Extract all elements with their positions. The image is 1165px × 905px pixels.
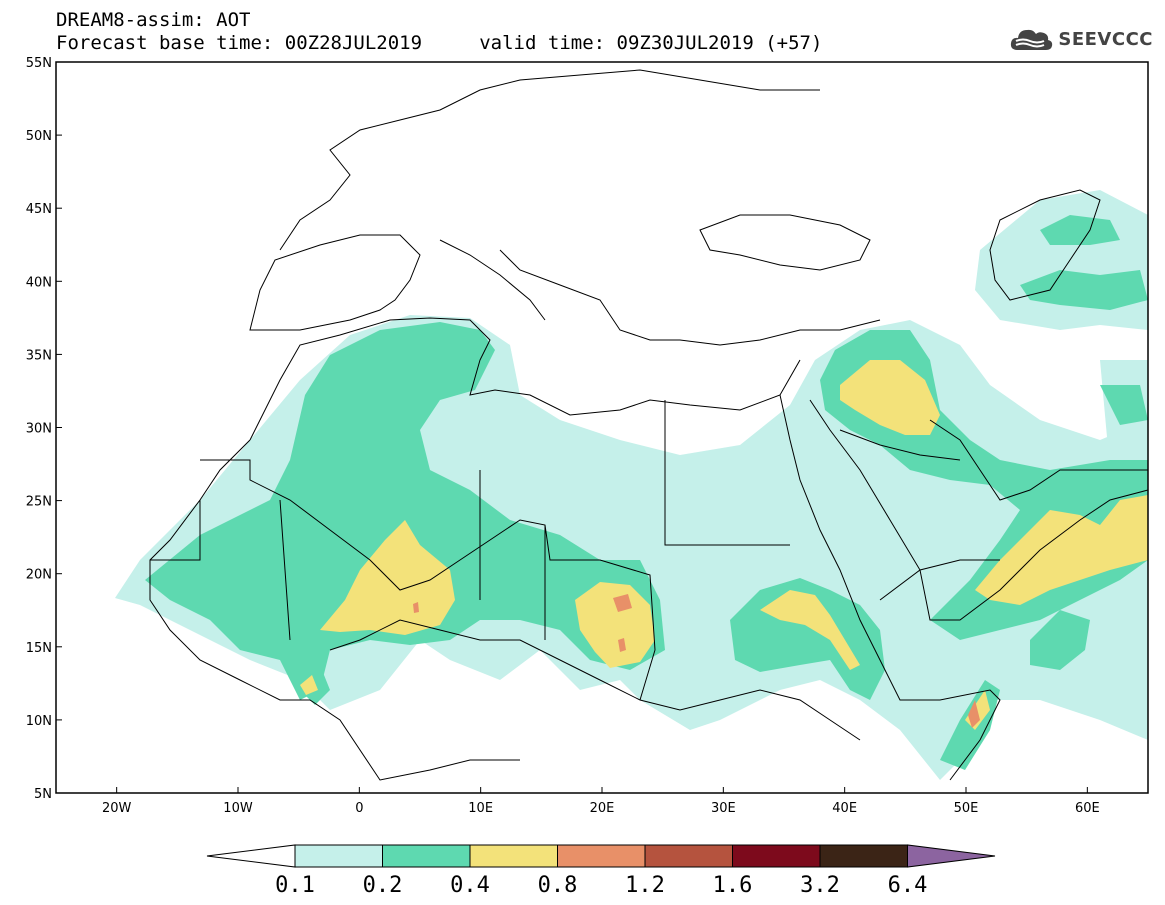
longitude-axis: 20W 10W 0 10E 20E 30E 40E 50E 60E (102, 787, 1100, 816)
cloud-icon (1011, 29, 1053, 50)
colorbar-level-label: 0.8 (538, 873, 578, 898)
lon-tick-label: 20W (102, 801, 132, 816)
colorbar-level-label: 0.2 (363, 873, 403, 898)
lat-tick-label: 30N (26, 422, 52, 437)
map-title: DREAM8-assim: AOT (56, 9, 251, 31)
lon-tick-label: 60E (1075, 801, 1100, 816)
latitude-axis: 5N 10N 15N 20N 25N 30N 35N 40N 45N 50N 55N (26, 56, 62, 802)
colorbar-level-label: 0.1 (275, 873, 315, 898)
lat-tick-label: 20N (26, 568, 52, 583)
colorbar-low-arrow (206, 844, 296, 868)
forecast-time-line: Forecast base time: 00Z28JUL2019 valid t… (56, 32, 823, 54)
lon-tick-label: 10E (468, 801, 493, 816)
colorbar-swatch (644, 844, 733, 868)
lon-tick-label: 10W (223, 801, 253, 816)
logo-text: SEEVCCC (1058, 28, 1153, 50)
lat-tick-label: 15N (26, 641, 52, 656)
seevccc-logo: SEEVCCC (1008, 24, 1153, 54)
lat-tick-label: 55N (26, 56, 52, 71)
colorbar-swatch (732, 844, 821, 868)
aot-level-0.8 (413, 594, 980, 728)
colorbar-level-label: 3.2 (800, 873, 840, 898)
aot-colorbar: 0.1 0.2 0.4 0.8 1.2 1.6 3.2 6.4 (206, 844, 996, 898)
colorbar-level-label: 6.4 (888, 873, 928, 898)
lat-tick-label: 25N (26, 495, 52, 510)
colorbar-high-arrow (907, 844, 996, 868)
lat-tick-label: 40N (26, 275, 52, 290)
colorbar-swatch (294, 844, 383, 868)
colorbar-level-label: 0.4 (450, 873, 490, 898)
lon-tick-label: 30E (711, 801, 736, 816)
lat-tick-label: 35N (26, 348, 52, 363)
colorbar-level-label: 1.6 (713, 873, 753, 898)
lat-tick-label: 5N (34, 787, 52, 802)
colorbar-swatch (469, 844, 558, 868)
lat-tick-label: 10N (26, 714, 52, 729)
lon-tick-label: 20E (590, 801, 615, 816)
colorbar-swatch (382, 844, 471, 868)
colorbar-level-label: 1.2 (625, 873, 665, 898)
lon-tick-label: 50E (954, 801, 979, 816)
lat-tick-label: 45N (26, 202, 52, 217)
colorbar-swatch (557, 844, 646, 868)
lon-tick-label: 40E (832, 801, 857, 816)
coastlines (149, 69, 1148, 781)
aot-shading (115, 190, 1148, 780)
lon-tick-label: 0 (355, 801, 363, 816)
colorbar-swatch (819, 844, 908, 868)
lat-tick-label: 50N (26, 129, 52, 144)
